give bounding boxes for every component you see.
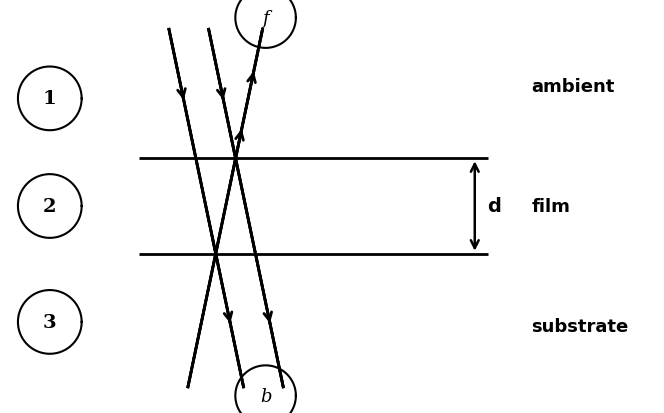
Text: film: film <box>531 197 570 216</box>
Text: 3: 3 <box>43 313 56 331</box>
Text: d: d <box>487 197 501 216</box>
Text: ambient: ambient <box>531 78 615 96</box>
Text: b: b <box>260 387 272 405</box>
Text: 2: 2 <box>43 197 56 216</box>
Text: substrate: substrate <box>531 317 628 335</box>
Text: f: f <box>262 9 269 28</box>
Text: 1: 1 <box>43 90 56 108</box>
